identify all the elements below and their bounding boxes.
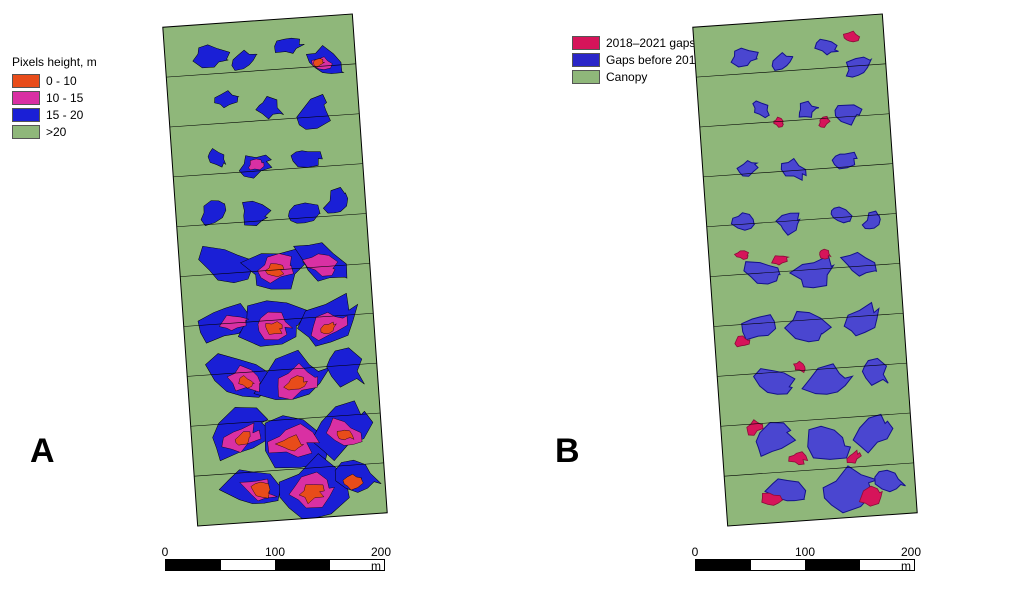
legend-label: 2018–2021 gaps: [606, 36, 695, 50]
legend-row: Canopy: [572, 69, 702, 85]
scalebar-segment: [751, 560, 806, 570]
legend-swatch: [12, 74, 40, 88]
legend-label: Canopy: [606, 70, 647, 84]
map-panel-a: [160, 10, 390, 530]
legend-label: 0 - 10: [46, 74, 77, 88]
scalebar-segment: [275, 560, 330, 570]
panel-label-a: A: [30, 432, 55, 471]
legend-a: Pixels height, m 0 - 10 10 - 15 15 - 20 >20: [12, 55, 97, 141]
legend-label: 15 - 20: [46, 108, 83, 122]
legend-swatch: [12, 125, 40, 139]
legend-swatch: [572, 70, 600, 84]
scalebar-tick: 100: [795, 545, 815, 559]
scalebar-tick: 200 m: [371, 545, 391, 573]
scalebar-b: 0100200 m: [695, 545, 915, 571]
scalebar-a: 0100200 m: [165, 545, 385, 571]
legend-swatch: [12, 108, 40, 122]
legend-label: >20: [46, 125, 66, 139]
legend-swatch: [12, 91, 40, 105]
legend-row: 15 - 20: [12, 107, 97, 123]
scalebar-tick: 0: [692, 545, 699, 559]
scalebar-segment: [805, 560, 860, 570]
legend-b: 2018–2021 gaps Gaps before 2018 Canopy: [572, 35, 702, 86]
scalebar-a-bar: [165, 559, 385, 571]
map-panel-b: [690, 10, 920, 530]
legend-label: 10 - 15: [46, 91, 83, 105]
panel-label-b: B: [555, 432, 580, 471]
scalebar-b-bar: [695, 559, 915, 571]
legend-row: Gaps before 2018: [572, 52, 702, 68]
scalebar-segment: [696, 560, 751, 570]
scalebar-tick: 0: [162, 545, 169, 559]
legend-row: 2018–2021 gaps: [572, 35, 702, 51]
legend-swatch: [572, 36, 600, 50]
scalebar-tick: 200 m: [901, 545, 921, 573]
scalebar-segment: [166, 560, 221, 570]
scalebar-tick: 100: [265, 545, 285, 559]
legend-row: >20: [12, 124, 97, 140]
scalebar-a-ticks: 0100200 m: [165, 545, 385, 559]
legend-a-title: Pixels height, m: [12, 55, 97, 69]
legend-row: 10 - 15: [12, 90, 97, 106]
scalebar-b-ticks: 0100200 m: [695, 545, 915, 559]
legend-label: Gaps before 2018: [606, 53, 702, 67]
legend-row: 0 - 10: [12, 73, 97, 89]
legend-swatch: [572, 53, 600, 67]
scalebar-segment: [221, 560, 276, 570]
